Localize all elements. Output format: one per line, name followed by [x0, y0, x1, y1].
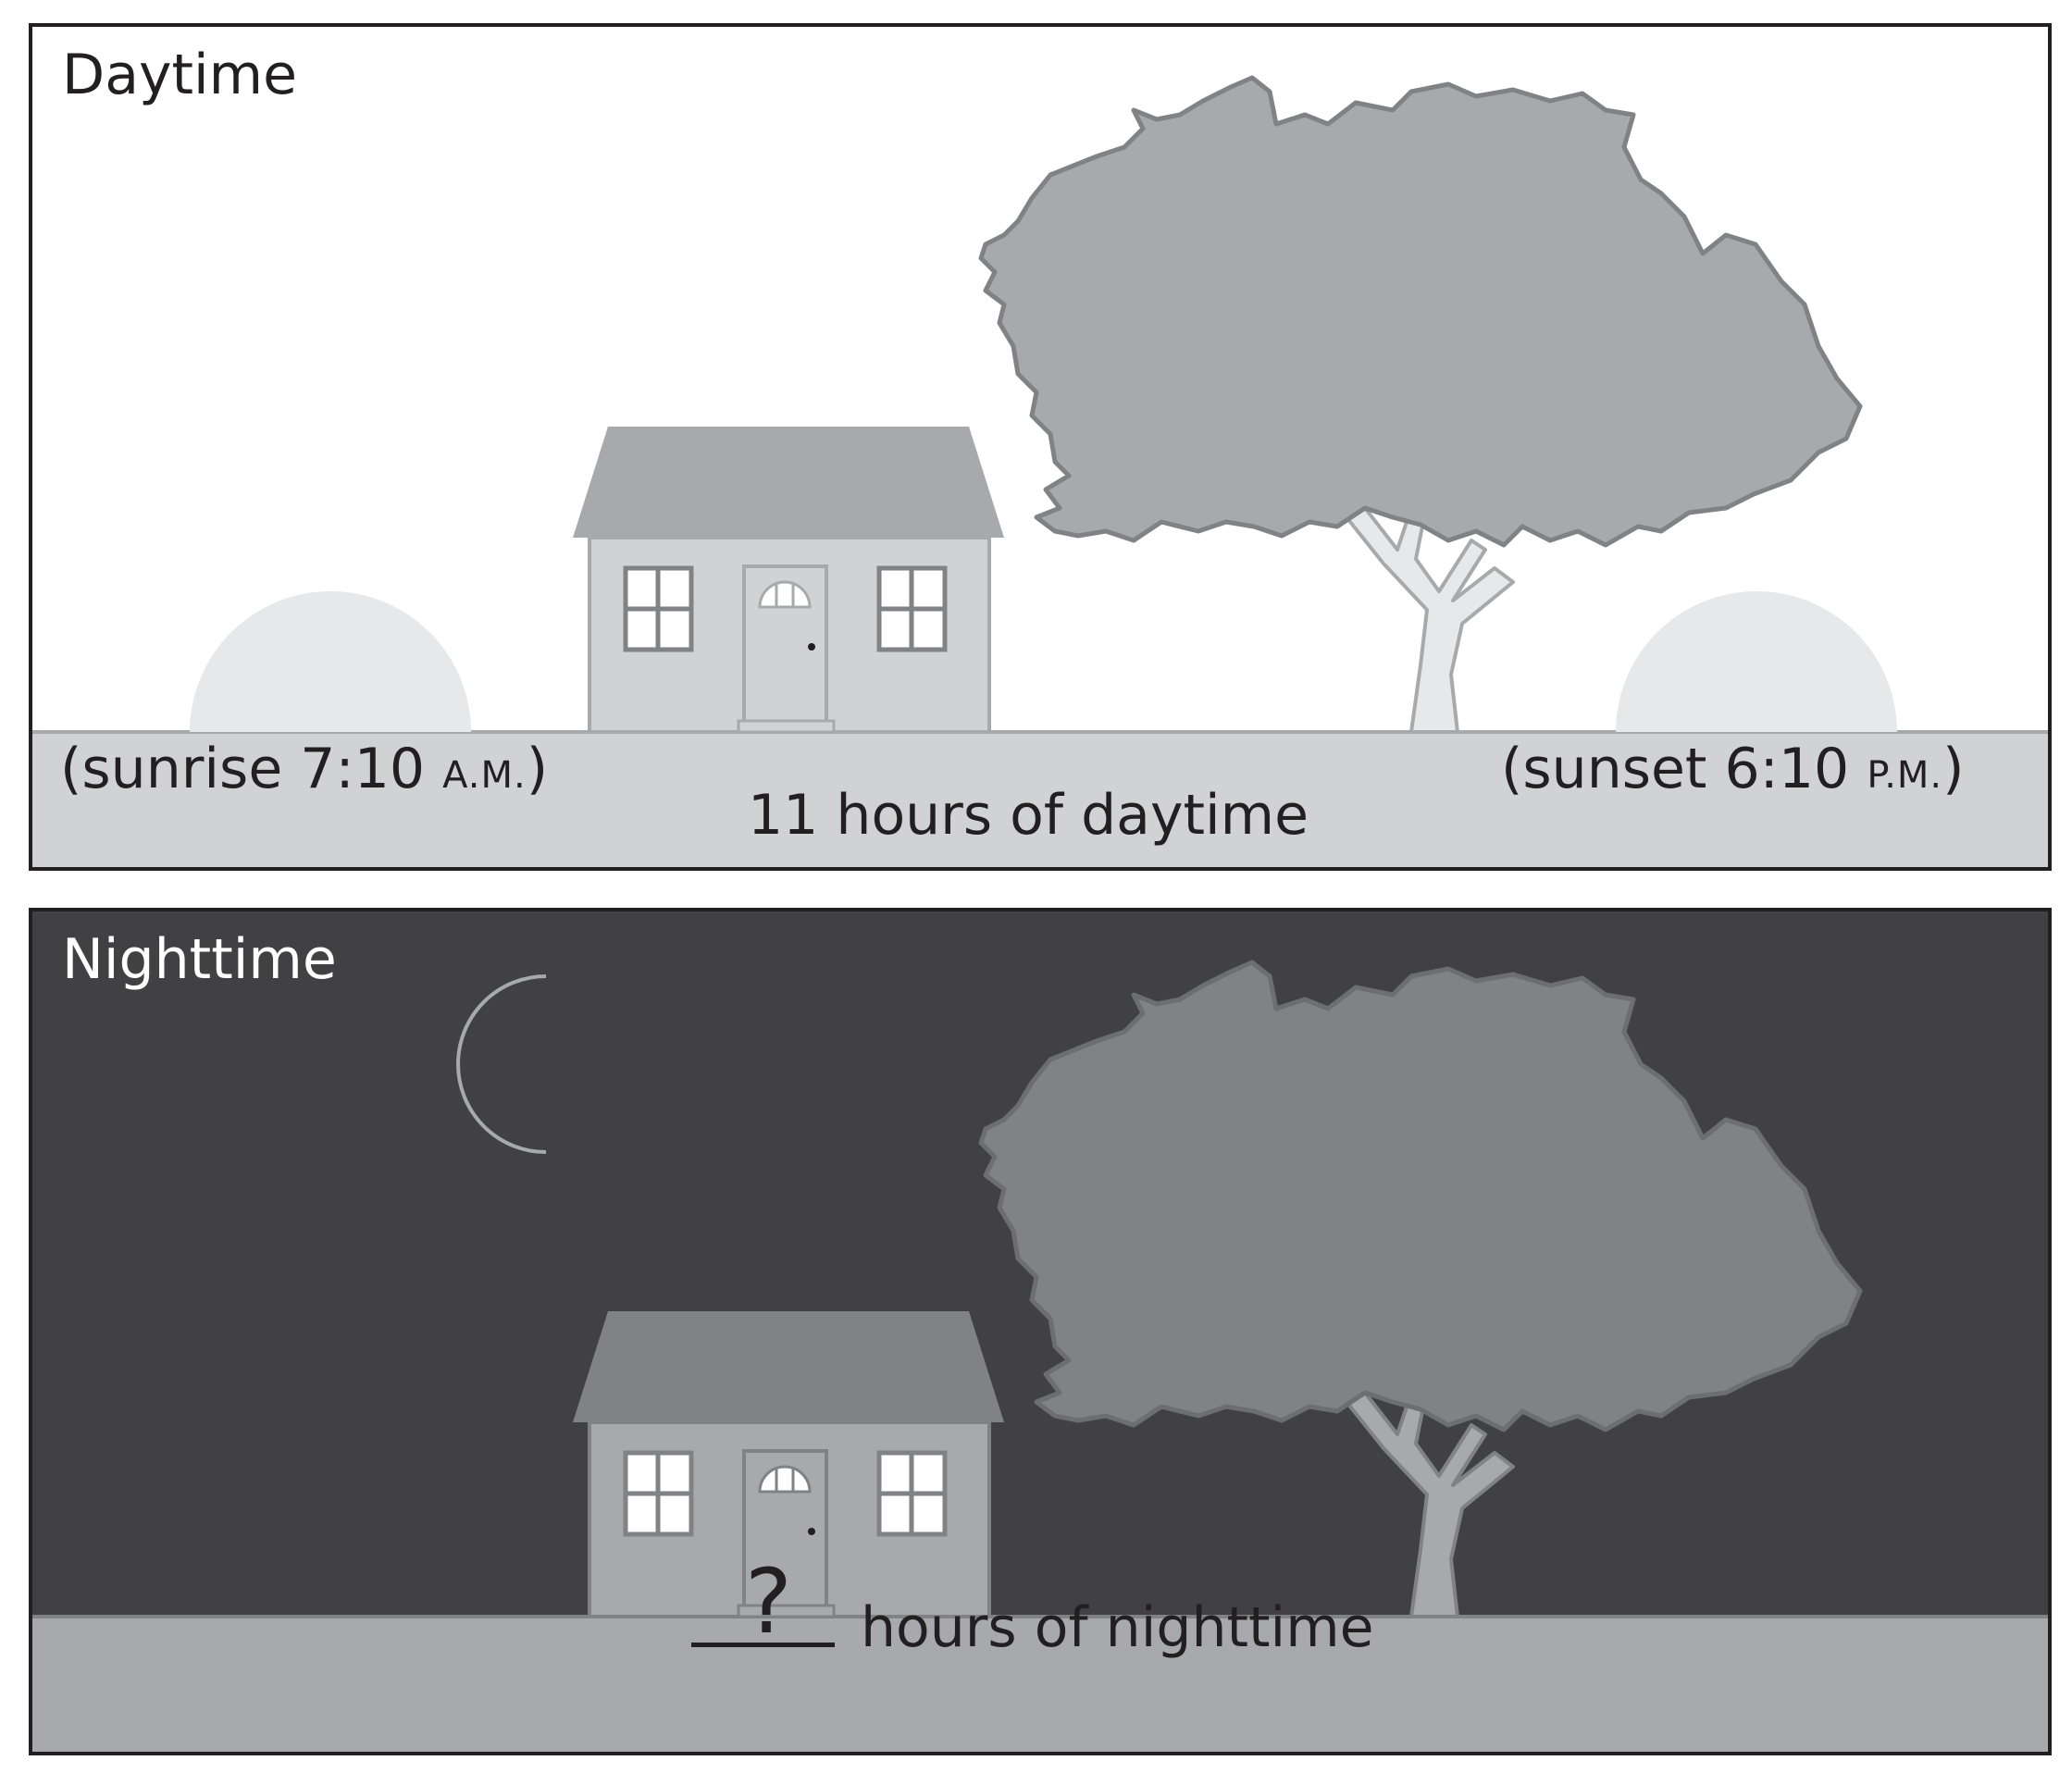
nighttime-hours: hours of nighttime	[861, 1595, 1374, 1660]
answer-blank-line	[691, 1643, 835, 1647]
window	[623, 565, 694, 652]
sunset-label: (sunset 6:10 P.M.)	[1501, 741, 1965, 797]
nighttime-scene	[32, 960, 2048, 1752]
daytime-hours: 11 hours of daytime	[748, 783, 1309, 848]
sunset-time: (sunset 6:10	[1501, 737, 1850, 801]
sunrise-label: (sunrise 7:10 A.M.)	[60, 741, 548, 797]
sunrise-am-pm: A.M.	[442, 754, 527, 797]
moon-icon	[456, 974, 547, 1154]
house-icon	[573, 427, 1004, 734]
panel-title: Daytime	[62, 43, 298, 107]
sunrise-time: (sunrise 7:10	[60, 737, 426, 801]
tree-icon	[978, 960, 1863, 1618]
door	[737, 564, 836, 734]
panel-title: Nighttime	[62, 927, 337, 992]
daytime-scene	[32, 75, 2048, 867]
sun-icon	[190, 591, 471, 732]
day-ground	[32, 732, 2048, 867]
sun-icon	[1616, 591, 1897, 732]
house-icon	[573, 1311, 1004, 1618]
window	[876, 565, 948, 652]
window	[623, 1450, 694, 1537]
nighttime-panel: Nighttime ? hours of nighttime	[29, 908, 2052, 1755]
sunset-close-paren: )	[1942, 737, 1965, 801]
window	[876, 1450, 948, 1537]
night-ground	[32, 1617, 2048, 1752]
tree-icon	[978, 75, 1863, 734]
door	[737, 1449, 836, 1618]
sunrise-close-paren: )	[526, 737, 549, 801]
sunset-am-pm: P.M.	[1867, 754, 1943, 797]
unknown-hours-mark: ?	[745, 1550, 792, 1654]
daytime-panel: Daytime (sunrise 7:10 A.M.) (sunset 6:10…	[29, 23, 2052, 871]
